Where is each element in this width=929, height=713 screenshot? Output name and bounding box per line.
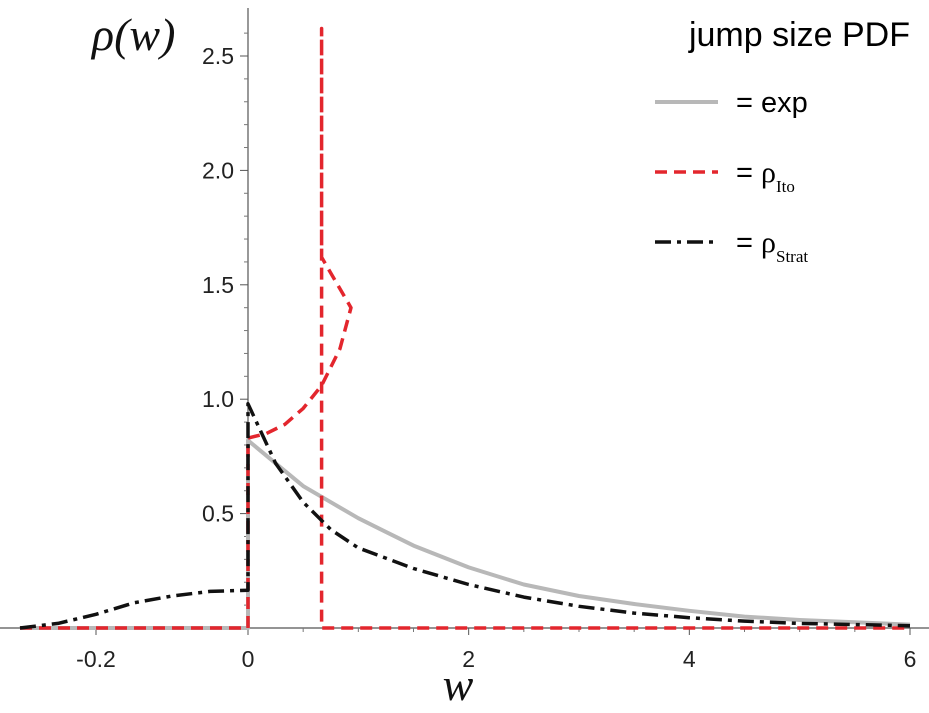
legend-label: = ρIto: [736, 156, 795, 196]
legend-label: = ρStrat: [736, 226, 808, 266]
legend: jump size PDF = exp = ρIto = ρStrat: [655, 16, 910, 266]
y-tick-label: 2.5: [202, 43, 234, 69]
y-axis-title: ρ(w): [90, 9, 175, 60]
y-tick-label: 2.0: [202, 157, 234, 183]
x-axis-title: w: [443, 659, 474, 710]
y-tick-label: 1.5: [202, 272, 234, 298]
x-tick-label: 2: [462, 646, 475, 672]
x-tick-label: 6: [904, 646, 917, 672]
legend-label: = exp: [736, 87, 808, 119]
series-line-exp: [20, 438, 911, 630]
y-tick-label: 0.5: [202, 501, 234, 527]
legend-title: jump size PDF: [688, 16, 910, 54]
axis-labels: ρ(w) w: [90, 9, 474, 710]
x-tick-label: 0: [242, 646, 255, 672]
series-line-ito: [20, 26, 910, 630]
x-tick-label: 4: [683, 646, 696, 672]
series-line-strat: [19, 402, 911, 630]
series-layer: [19, 26, 911, 630]
x-tick-label: -0.2: [76, 646, 116, 672]
axes: -0.2 0 2 4 6 0.5 1.0 1.5 2.0 2.5: [0, 8, 929, 672]
y-tick-label: 1.0: [202, 386, 234, 412]
